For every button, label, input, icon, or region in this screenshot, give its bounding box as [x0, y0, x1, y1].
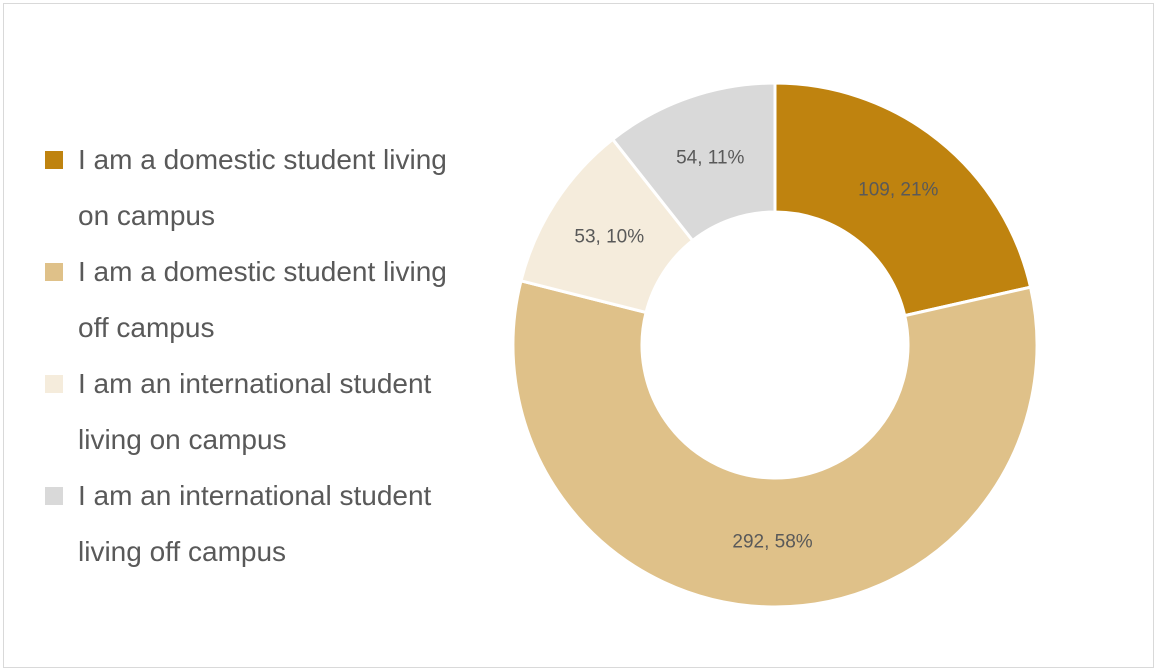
donut-slice	[610, 81, 777, 243]
legend-item: I am an international student living off…	[45, 468, 463, 580]
data-label: 109, 21%	[858, 180, 938, 201]
legend-item: I am a domestic student living off campu…	[45, 244, 463, 356]
legend-item: I am an international student living on …	[45, 356, 463, 468]
legend-swatch	[45, 375, 63, 393]
legend-label: I am an international student living off…	[78, 480, 432, 567]
legend-label: I am a domestic student living off campu…	[78, 256, 447, 343]
legend: I am a domestic student living on campus…	[45, 132, 463, 580]
donut-slice	[773, 81, 1033, 318]
donut-slice	[511, 279, 1039, 609]
data-label: 292, 58%	[732, 532, 812, 553]
legend-swatch	[45, 263, 63, 281]
chart-frame	[3, 3, 1154, 668]
legend-item: I am a domestic student living on campus	[45, 132, 463, 244]
legend-label: I am an international student living on …	[78, 368, 432, 455]
legend-swatch	[45, 487, 63, 505]
legend-swatch	[45, 151, 63, 169]
legend-label: I am a domestic student living on campus	[78, 144, 447, 231]
data-label: 53, 10%	[574, 227, 644, 248]
data-label: 54, 11%	[676, 147, 744, 168]
